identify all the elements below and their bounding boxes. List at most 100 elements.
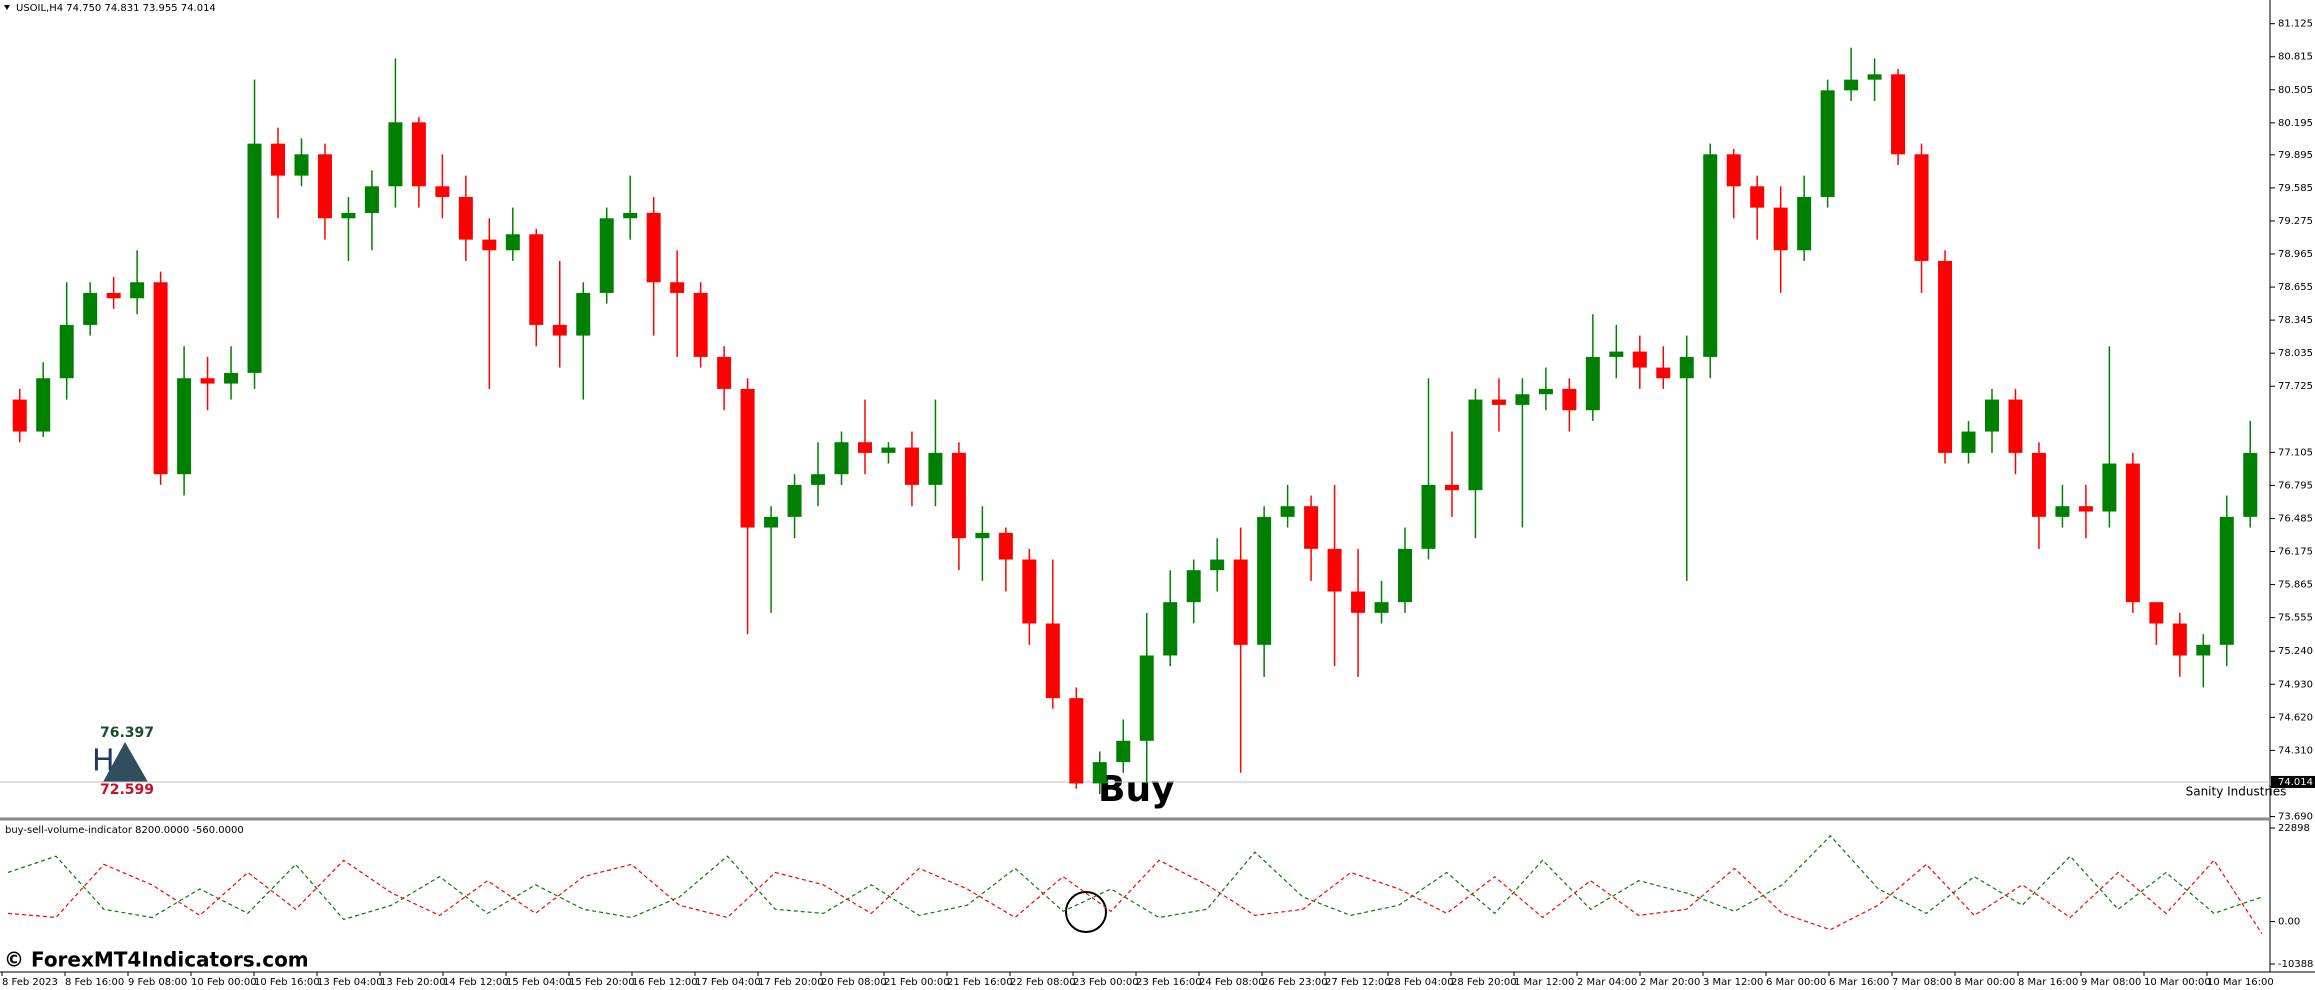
- lower-level: 72.599: [100, 782, 154, 798]
- candle-body: [1562, 388, 1577, 411]
- time-label: 2 Mar 04:00: [1577, 977, 1637, 988]
- candle-body: [1092, 762, 1107, 784]
- y-tick-label: 80.195: [2278, 118, 2313, 129]
- candle-body: [2172, 623, 2187, 656]
- candle-body: [482, 239, 497, 251]
- candle-body: [435, 186, 450, 197]
- candle-body: [2055, 506, 2070, 517]
- time-label: 20 Feb 08:00: [821, 977, 887, 988]
- candle-body: [1210, 559, 1225, 571]
- candle-body: [200, 378, 215, 384]
- candle-body: [458, 196, 473, 240]
- candle-body: [623, 212, 638, 219]
- candle-body: [177, 378, 192, 475]
- candle-body: [1726, 154, 1741, 187]
- time-label: 6 Mar 00:00: [1766, 977, 1826, 988]
- time-label: 27 Feb 12:00: [1325, 977, 1391, 988]
- y-tick-label: 78.965: [2278, 249, 2313, 260]
- candle-body: [153, 282, 168, 475]
- candle-body: [1398, 548, 1413, 603]
- time-label: 10 Feb 00:00: [191, 977, 257, 988]
- candle-body: [1703, 154, 1718, 357]
- last-price-box: [2271, 775, 2315, 788]
- candle-body: [247, 143, 262, 373]
- candle-body: [271, 143, 286, 176]
- candle-body: [2196, 644, 2211, 656]
- candle-body: [928, 452, 943, 485]
- candle-body: [2102, 463, 2117, 512]
- candle-body: [2243, 452, 2258, 517]
- candle-body: [1163, 602, 1178, 656]
- y-tick-label: 75.555: [2278, 613, 2313, 624]
- candle-body: [904, 447, 919, 485]
- candle-body: [106, 292, 121, 299]
- time-label: 7 Mar 08:00: [1892, 977, 1952, 988]
- candle-body: [1585, 356, 1600, 411]
- y-tick-label: 22898: [2278, 823, 2310, 834]
- candle-body: [1444, 484, 1459, 491]
- time-label: 23 Feb 16:00: [1136, 977, 1202, 988]
- y-tick-label: 76.175: [2278, 547, 2313, 558]
- candle-body: [83, 292, 98, 325]
- upper-level: 76.397: [100, 725, 154, 741]
- time-label: 15 Feb 20:00: [569, 977, 635, 988]
- candle-body: [317, 154, 332, 219]
- time-label: 23 Feb 00:00: [1073, 977, 1139, 988]
- logo-letter: H: [92, 744, 115, 779]
- y-tick-label: 79.275: [2278, 216, 2313, 227]
- candle-body: [1139, 655, 1154, 741]
- time-label: 8 Feb 2023: [2, 977, 58, 988]
- time-label: 21 Feb 00:00: [884, 977, 950, 988]
- candle-body: [693, 292, 708, 357]
- candle-body: [834, 442, 849, 475]
- time-label: 17 Feb 04:00: [695, 977, 761, 988]
- time-label: 22 Feb 08:00: [1010, 977, 1076, 988]
- time-label: 24 Feb 08:00: [1199, 977, 1265, 988]
- candle-body: [1327, 548, 1342, 592]
- candle-body: [552, 324, 567, 336]
- candle-body: [1679, 356, 1694, 379]
- candle-body: [2149, 602, 2164, 624]
- time-label: 1 Mar 12:00: [1514, 977, 1574, 988]
- y-tick-label: 78.655: [2278, 282, 2313, 293]
- candle-body: [764, 516, 779, 528]
- candle-body: [1750, 186, 1765, 208]
- candle-body: [2219, 516, 2234, 645]
- candle-body: [1468, 399, 1483, 491]
- y-tick-label: 78.345: [2278, 315, 2313, 326]
- watermark: © ForexMT4Indicators.com: [4, 948, 309, 972]
- candle-body: [2008, 399, 2023, 453]
- candle-body: [576, 292, 591, 336]
- y-tick-label: 77.105: [2278, 447, 2313, 458]
- candle-body: [1984, 399, 1999, 432]
- y-tick-label: 81.125: [2278, 19, 2313, 30]
- candle-body: [36, 378, 51, 432]
- candle-body: [2078, 506, 2093, 512]
- time-label: 10 Mar 00:00: [2144, 977, 2211, 988]
- y-tick-label: 76.795: [2278, 480, 2313, 491]
- candle-body: [1938, 260, 1953, 453]
- menu-arrow: [4, 5, 10, 10]
- candle-body: [1609, 351, 1624, 357]
- signal-label: Buy: [1098, 769, 1175, 810]
- time-label: 13 Feb 04:00: [317, 977, 383, 988]
- y-tick-label: 80.815: [2278, 52, 2313, 63]
- candle-body: [2125, 463, 2140, 603]
- y-tick-label: 79.895: [2278, 150, 2313, 161]
- candle-body: [951, 452, 966, 539]
- y-tick-label: 74.620: [2278, 712, 2313, 723]
- candle-body: [599, 218, 614, 293]
- candle-body: [1538, 388, 1553, 395]
- candle-body: [1022, 559, 1037, 624]
- time-label: 28 Feb 04:00: [1388, 977, 1454, 988]
- y-tick-label: 76.485: [2278, 513, 2313, 524]
- y-tick-label: 80.505: [2278, 85, 2313, 96]
- time-label: 26 Feb 23:00: [1262, 977, 1328, 988]
- brand: Sanity Industries: [2186, 785, 2287, 799]
- y-tick-label: 0.00: [2278, 917, 2300, 928]
- candle-body: [1069, 698, 1084, 784]
- candle-body: [1656, 367, 1671, 379]
- candle-body: [1280, 506, 1295, 517]
